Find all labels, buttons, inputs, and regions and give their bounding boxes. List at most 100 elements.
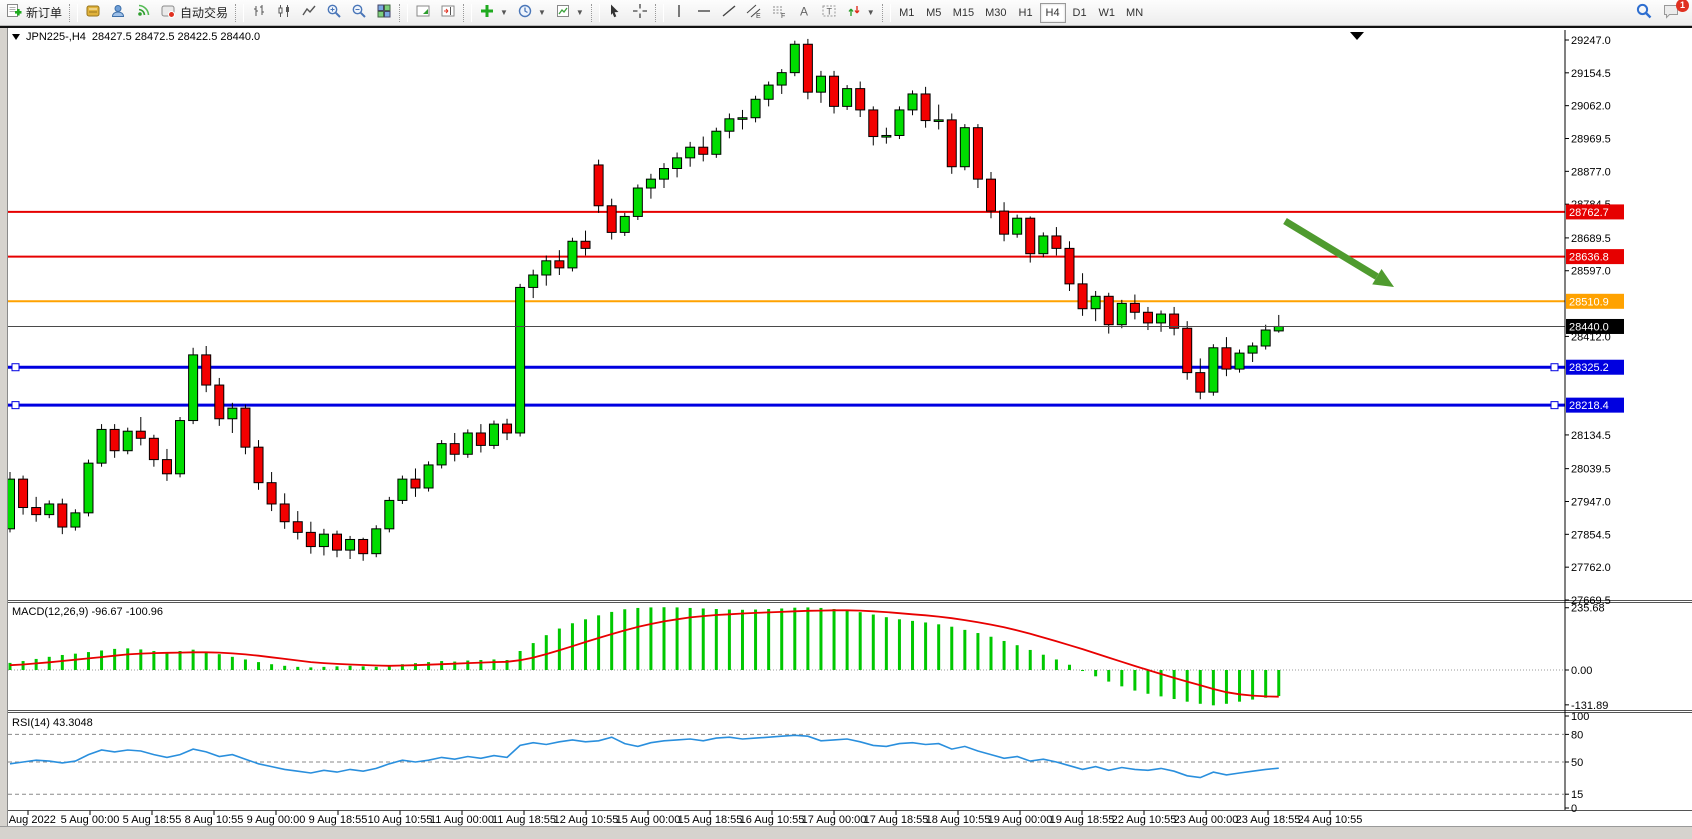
timeframe-button-MN[interactable]: MN: [1121, 3, 1148, 23]
svg-text:-131.89: -131.89: [1571, 700, 1608, 712]
timeframe-toolbar: M1 M5 M15 M30 H1 H4 D1 W1 MN: [894, 2, 1148, 23]
hline-price-tag: 28218.4: [1569, 400, 1609, 412]
svg-text:29247.0: 29247.0: [1571, 35, 1611, 47]
hline-handle[interactable]: [11, 401, 20, 410]
hline-price-tag: 28762.7: [1569, 207, 1609, 219]
toolbar-grip: [881, 3, 891, 22]
community-icon: [110, 3, 126, 22]
zoom-in-button[interactable]: [322, 2, 346, 24]
timeframe-button-M15[interactable]: M15: [948, 3, 979, 23]
svg-text:28969.5: 28969.5: [1571, 134, 1611, 146]
toolbar-grip: [235, 3, 245, 22]
zoom-in-icon: [326, 3, 342, 22]
price-axis[interactable]: 29247.029154.529062.028969.528877.028784…: [1564, 30, 1624, 815]
fibonacci-button[interactable]: F: [767, 2, 791, 24]
svg-text:19 Aug 18:55: 19 Aug 18:55: [1050, 814, 1115, 826]
timeframe-button-M30[interactable]: M30: [980, 3, 1011, 23]
svg-text:24 Aug 10:55: 24 Aug 10:55: [1298, 814, 1363, 826]
timeframe-button-W1[interactable]: W1: [1094, 3, 1121, 23]
community-button[interactable]: [106, 2, 130, 24]
chart-window: 29247.029154.529062.028969.528877.028784…: [0, 26, 1692, 839]
svg-text:28412.0: 28412.0: [1571, 331, 1611, 343]
templates-button[interactable]: ▼: [551, 2, 588, 24]
quotes-button[interactable]: [81, 2, 105, 24]
price-chart[interactable]: 29247.029154.529062.028969.528877.028784…: [0, 28, 1692, 839]
indicators-button[interactable]: ▼: [475, 2, 512, 24]
text-label-button[interactable]: T: [817, 2, 841, 24]
current-price-tag: 28440.0: [1569, 321, 1609, 333]
bar-chart-button[interactable]: [247, 2, 271, 24]
svg-text:11 Aug 00:00: 11 Aug 00:00: [430, 814, 494, 826]
zoom-out-button[interactable]: [347, 2, 371, 24]
timeframe-button-D1[interactable]: D1: [1067, 3, 1093, 23]
trendline-icon: [721, 3, 737, 22]
rsi-indicator-label: RSI(14) 43.3048: [12, 717, 93, 729]
autotrading-button[interactable]: 自动交易: [156, 2, 232, 24]
timeframe-button-M1[interactable]: M1: [894, 3, 920, 23]
periods-icon: [517, 3, 533, 22]
notifications-button[interactable]: 1: [1658, 0, 1689, 24]
toolbar: 新订单 自动交易 ▼ ▼ ▼ E F A T ▼: [0, 0, 1692, 26]
new-order-button[interactable]: 新订单: [2, 2, 66, 24]
candlestick-chart-button[interactable]: [272, 2, 296, 24]
trendline-button[interactable]: [717, 2, 741, 24]
svg-text:0.00: 0.00: [1571, 665, 1592, 677]
chart-shift-icon: [440, 3, 456, 22]
svg-text:17 Aug 18:55: 17 Aug 18:55: [864, 814, 929, 826]
vertical-line-button[interactable]: [667, 2, 691, 24]
svg-text:5 Aug 00:00: 5 Aug 00:00: [61, 814, 120, 826]
toolbar-grip: [69, 3, 79, 22]
vertical-line-icon: [671, 3, 687, 22]
line-chart-button[interactable]: [297, 2, 321, 24]
crosshair-button[interactable]: [628, 2, 652, 24]
svg-text:23 Aug 18:55: 23 Aug 18:55: [1236, 814, 1301, 826]
hline-price-tag: 28510.9: [1569, 296, 1609, 308]
toolbar-grip: [654, 3, 664, 22]
equidistant-channel-button[interactable]: E: [742, 2, 766, 24]
arrows-icon: [846, 3, 862, 22]
auto-scroll-button[interactable]: [411, 2, 435, 24]
svg-text:28134.5: 28134.5: [1571, 430, 1611, 442]
svg-text:0: 0: [1571, 803, 1577, 815]
symbol-dropdown-icon[interactable]: [12, 34, 20, 40]
macd-pane[interactable]: [8, 607, 1565, 706]
quotes-icon: [85, 3, 101, 22]
candles[interactable]: [5, 38, 1284, 561]
chart-shift-button[interactable]: [436, 2, 460, 24]
svg-text:F: F: [781, 13, 785, 19]
text-button[interactable]: A: [792, 2, 816, 24]
symbol-period-label: JPN225-,H4: [26, 31, 86, 43]
hline-handle[interactable]: [11, 363, 20, 372]
rsi-pane[interactable]: [8, 733, 1565, 795]
horizontal-line-button[interactable]: [692, 2, 716, 24]
signals-button[interactable]: [131, 2, 155, 24]
svg-text:15 Aug 00:00: 15 Aug 00:00: [616, 814, 681, 826]
svg-text:17 Aug 00:00: 17 Aug 00:00: [802, 814, 867, 826]
timeframe-button-H1[interactable]: H1: [1013, 3, 1039, 23]
chart-shift-marker[interactable]: [1350, 32, 1364, 40]
timeframe-button-M5[interactable]: M5: [921, 3, 947, 23]
ohlc-values: 28427.5 28472.5 28422.5 28440.0: [91, 31, 261, 43]
hline-handle[interactable]: [1550, 363, 1559, 372]
svg-text:E: E: [756, 13, 761, 19]
hline-handle[interactable]: [1550, 401, 1559, 410]
cursor-icon: [607, 3, 623, 22]
timeframe-button-H4[interactable]: H4: [1039, 2, 1066, 23]
svg-text:29062.0: 29062.0: [1571, 101, 1611, 113]
toolbar-grip: [399, 3, 409, 22]
cursor-button[interactable]: [603, 2, 627, 24]
time-axis[interactable]: 4 Aug 2022 5 Aug 00:00 5 Aug 18:55 8 Aug 10…: [0, 810, 1363, 827]
svg-text:4 Aug 2022: 4 Aug 2022: [0, 814, 56, 826]
arrows-button[interactable]: ▼: [842, 2, 879, 24]
trend-arrow-annotation[interactable]: [1283, 218, 1394, 287]
periods-button[interactable]: ▼: [513, 2, 550, 24]
equidistant-channel-icon: E: [746, 3, 762, 22]
search-button[interactable]: [1631, 2, 1657, 24]
svg-text:80: 80: [1571, 729, 1583, 741]
pane-separators[interactable]: [0, 600, 1692, 811]
tile-windows-button[interactable]: [372, 2, 396, 24]
hline-price-tag: 28636.8: [1569, 252, 1609, 264]
horizontal-level-lines[interactable]: [8, 210, 1565, 410]
svg-text:10 Aug 10:55: 10 Aug 10:55: [368, 814, 433, 826]
svg-text:A: A: [800, 5, 808, 19]
